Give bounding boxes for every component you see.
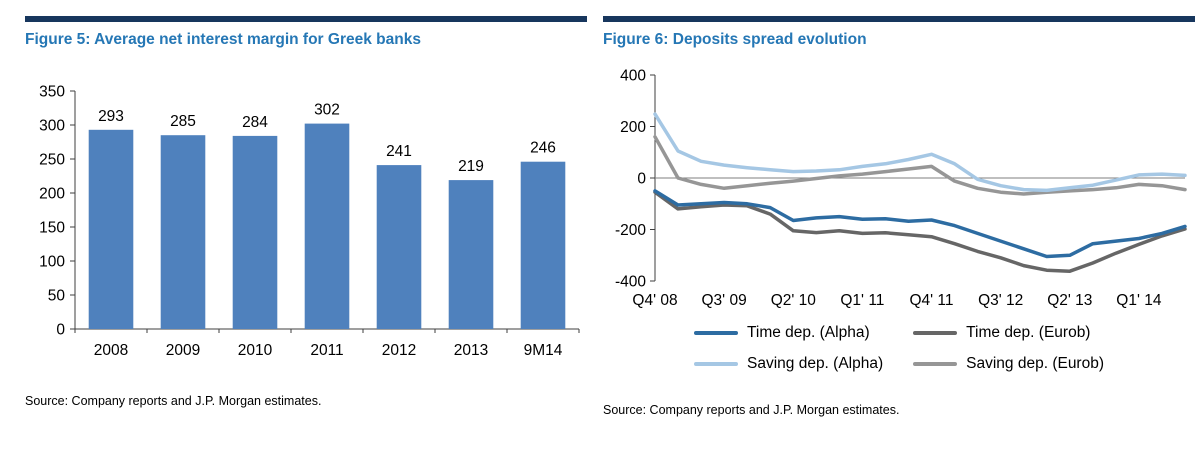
svg-text:241: 241 (386, 143, 412, 160)
svg-text:400: 400 (620, 68, 646, 85)
deposits-spread-line-chart: -400 -200 0 200 400 Q4' 08 Q3' 09 Q2' 10 Q1' 11 Q… (603, 61, 1195, 318)
svg-text:200: 200 (39, 186, 65, 203)
figure5-accent-bar (25, 16, 587, 22)
svg-text:2008: 2008 (94, 342, 128, 359)
legend-item-saving-dep-alpha: Saving dep. (Alpha) (694, 355, 883, 373)
figure5-title: Figure 5: Average net interest margin fo… (25, 31, 421, 48)
figure6-legend: Time dep. (Alpha) Time dep. (Eurob) Savi… (603, 324, 1195, 373)
legend-swatch-time-dep-eurob (913, 331, 958, 335)
legend-item-saving-dep-eurob: Saving dep. (Eurob) (913, 355, 1104, 373)
svg-text:Q3' 09: Q3' 09 (702, 292, 747, 309)
legend-item-time-dep-eurob: Time dep. (Eurob) (913, 324, 1104, 342)
figure6-accent-bar (603, 16, 1195, 22)
svg-text:200: 200 (620, 119, 646, 136)
svg-text:219: 219 (458, 158, 484, 175)
svg-text:293: 293 (98, 108, 124, 125)
figure6-title: Figure 6: Deposits spread evolution (603, 31, 867, 48)
legend-label-time-dep-alpha: Time dep. (Alpha) (747, 324, 870, 341)
svg-text:Q1' 11: Q1' 11 (840, 292, 884, 309)
legend-swatch-saving-dep-eurob (913, 362, 958, 366)
svg-text:284: 284 (242, 114, 268, 131)
svg-text:285: 285 (170, 113, 196, 130)
svg-text:Q2' 10: Q2' 10 (771, 292, 817, 309)
svg-text:2012: 2012 (382, 342, 416, 359)
svg-text:Q4' 11: Q4' 11 (909, 292, 953, 309)
svg-text:-200: -200 (615, 222, 646, 239)
svg-text:300: 300 (39, 118, 65, 135)
svg-text:Q4' 08: Q4' 08 (632, 292, 677, 309)
net-interest-margin-bar-chart: 0 50 100 150 200 250 300 350 293 2008 285 2009 284 20… (25, 61, 587, 374)
svg-text:2010: 2010 (238, 342, 273, 359)
svg-text:Q1' 14: Q1' 14 (1116, 292, 1162, 309)
figure5-panel: Figure 5: Average net interest margin fo… (25, 16, 587, 417)
report-page: Figure 5: Average net interest margin fo… (25, 16, 1195, 417)
legend-label-time-dep-eurob: Time dep. (Eurob) (966, 324, 1091, 341)
legend-swatch-saving-dep-alpha (694, 362, 738, 366)
svg-text:100: 100 (39, 254, 65, 271)
svg-text:2009: 2009 (166, 342, 200, 359)
svg-text:0: 0 (56, 322, 65, 339)
svg-text:2011: 2011 (310, 342, 343, 359)
legend-label-saving-dep-alpha: Saving dep. (Alpha) (747, 355, 884, 372)
svg-text:0: 0 (637, 171, 646, 188)
svg-text:-400: -400 (615, 274, 646, 291)
svg-text:Q3' 12: Q3' 12 (978, 292, 1023, 309)
svg-text:302: 302 (314, 102, 340, 119)
legend-label-saving-dep-eurob: Saving dep. (Eurob) (966, 355, 1104, 372)
figure6-panel: Figure 6: Deposits spread evolution -400… (603, 16, 1195, 417)
figure5-source: Source: Company reports and J.P. Morgan … (25, 394, 322, 408)
legend-item-time-dep-alpha: Time dep. (Alpha) (694, 324, 883, 342)
legend-swatch-time-dep-alpha (694, 331, 738, 335)
svg-text:2013: 2013 (454, 342, 488, 359)
svg-text:246: 246 (530, 140, 556, 157)
svg-text:350: 350 (39, 84, 65, 101)
svg-text:50: 50 (48, 288, 66, 305)
svg-text:150: 150 (39, 220, 65, 237)
svg-text:9M14: 9M14 (524, 342, 563, 359)
figure6-source: Source: Company reports and J.P. Morgan … (603, 403, 900, 417)
svg-text:Q2' 13: Q2' 13 (1047, 292, 1092, 309)
svg-text:250: 250 (39, 152, 65, 169)
